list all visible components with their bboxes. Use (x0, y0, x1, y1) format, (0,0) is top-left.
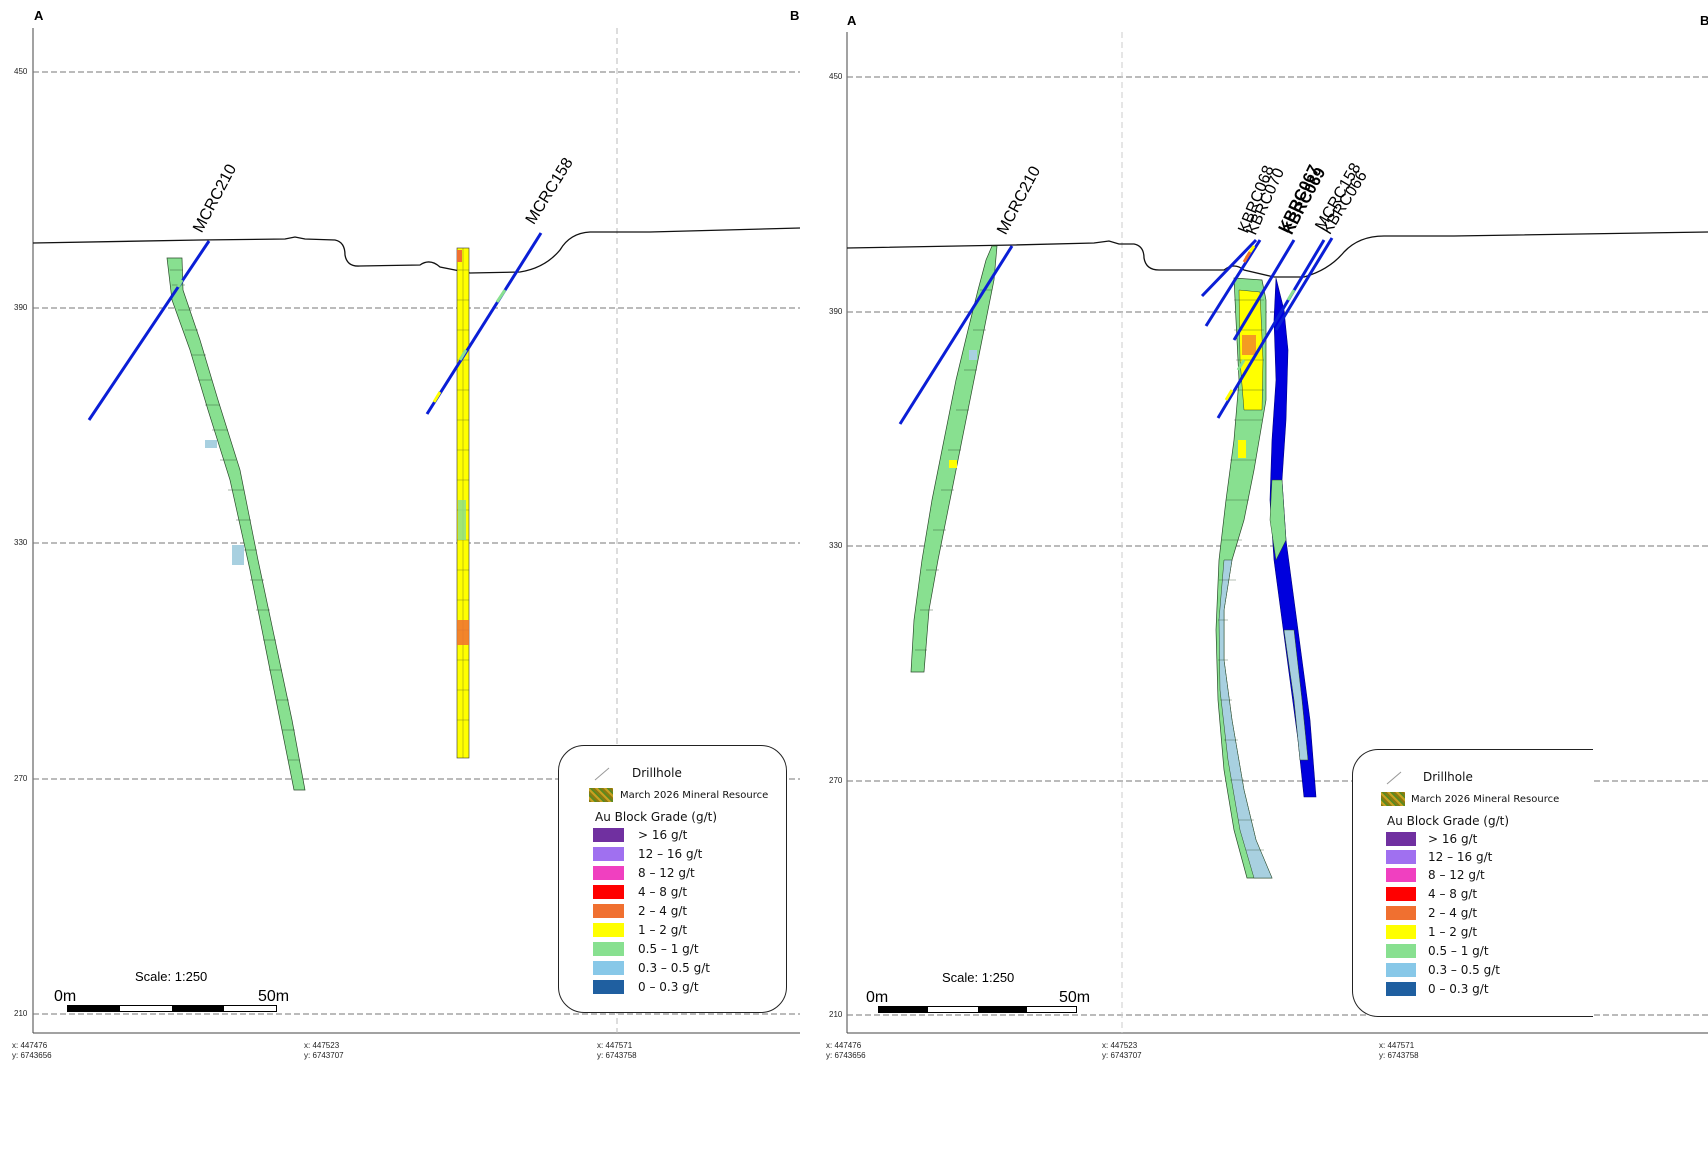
section-end-label-b: B (1700, 13, 1708, 28)
legend-swatch (593, 866, 624, 880)
coordinate-label: x: 447476 y: 6743656 (12, 1041, 52, 1060)
legend-item-label: 12 – 16 g/t (1428, 850, 1493, 864)
scale-bar (67, 1005, 277, 1012)
scale-start-label: 0m (866, 989, 889, 1006)
legend-swatch (593, 828, 624, 842)
legend-item-label: 8 – 12 g/t (1428, 868, 1485, 882)
elevation-label: 390 (829, 307, 843, 316)
legend-item-label: 0.5 – 1 g/t (638, 942, 699, 956)
scale-bar (878, 1006, 1077, 1013)
legend-item-label: 0.5 – 1 g/t (1428, 944, 1489, 958)
section-end-label-a: A (847, 13, 857, 28)
legend-swatch (1386, 963, 1416, 977)
elevation-label: 330 (14, 538, 28, 547)
legend-swatch (593, 961, 624, 975)
elevation-gridlines (33, 71, 800, 1015)
legend-swatch (593, 885, 624, 899)
legend-item-label: 12 – 16 g/t (638, 847, 703, 861)
legend-swatch (1386, 944, 1416, 958)
ore-body-mcrc210 (166, 257, 306, 791)
scale-end-label: 50m (1059, 989, 1091, 1006)
legend-box: Drillhole March 2026 Mineral Resource Au… (558, 745, 787, 1013)
legend-item-label: 0.3 – 0.5 g/t (638, 961, 710, 975)
legend-item-label: 2 – 4 g/t (1428, 906, 1478, 920)
legend-swatch (593, 923, 624, 937)
legend-item-label: > 16 g/t (638, 828, 688, 842)
legend-item-label: 2 – 4 g/t (638, 904, 688, 918)
scale-label: Scale: 1:250 (135, 969, 208, 984)
coordinate-label: x: 447571 y: 6743758 (597, 1041, 637, 1060)
legend-item-label: 4 – 8 g/t (1428, 887, 1478, 901)
resource-legend-swatch (589, 788, 613, 802)
legend-swatch (1386, 850, 1416, 864)
section-end-label-b: B (790, 8, 800, 23)
coordinate-label: x: 447523 y: 6743707 (1102, 1041, 1142, 1060)
legend-swatch (1386, 982, 1416, 996)
legend-swatch (593, 942, 624, 956)
legend-drillhole-label: Drillhole (1423, 770, 1473, 784)
legend-item-label: 1 – 2 g/t (1428, 925, 1478, 939)
section-end-label-a: A (34, 8, 44, 23)
coordinate-label: x: 447571 y: 6743758 (1379, 1041, 1419, 1060)
section-drawing-left (32, 28, 801, 1034)
scale-start-label: 0m (54, 988, 77, 1005)
legend-drillhole-label: Drillhole (632, 766, 682, 780)
legend-resource-label: March 2026 Mineral Resource (620, 790, 769, 801)
legend-box: Drillhole March 2026 Mineral Resource Au… (1352, 749, 1593, 1017)
elevation-label: 210 (14, 1009, 28, 1018)
legend-swatch (1386, 925, 1416, 939)
drillhole-mcrc210 (87, 240, 211, 421)
legend-title: Au Block Grade (g/t) (1387, 814, 1510, 828)
legend-swatch (1386, 887, 1416, 901)
elevation-label: 210 (829, 1010, 843, 1019)
legend-swatch (593, 904, 624, 918)
legend-swatch (1386, 868, 1416, 882)
elevation-label: 450 (829, 72, 843, 81)
legend-item-label: 1 – 2 g/t (638, 923, 688, 937)
elevation-label: 390 (14, 303, 28, 312)
legend-item-label: 0 – 0.3 g/t (638, 980, 699, 994)
section-panel-left: A B 450 390 330 270 210 MCRC210 MCRC158 … (0, 0, 810, 1159)
legend-item-label: > 16 g/t (1428, 832, 1478, 846)
drillhole-legend-icon (1386, 771, 1402, 785)
legend-swatch (1386, 906, 1416, 920)
legend-swatch (1386, 832, 1416, 846)
coordinate-label: x: 447476 y: 6743656 (826, 1041, 866, 1060)
coordinate-label: x: 447523 y: 6743707 (304, 1041, 344, 1060)
elevation-label: 450 (14, 67, 28, 76)
legend-swatch (593, 847, 624, 861)
legend-resource-label: March 2026 Mineral Resource (1411, 794, 1560, 805)
legend-item-label: 0 – 0.3 g/t (1428, 982, 1489, 996)
elevation-label: 270 (14, 774, 28, 783)
legend-item-label: 8 – 12 g/t (638, 866, 695, 880)
resource-legend-swatch (1381, 792, 1405, 806)
legend-item-label: 0.3 – 0.5 g/t (1428, 963, 1500, 977)
elevation-label: 270 (829, 776, 843, 785)
drillhole-legend-icon (594, 767, 610, 781)
section-panel-right: A B 450 390 330 270 210 MCRC210 KBRC068 … (814, 0, 1708, 1159)
scale-label: Scale: 1:250 (942, 970, 1015, 985)
drillhole-mcrc158 (425, 232, 543, 415)
scale-end-label: 50m (258, 988, 290, 1005)
section-drawing-right (846, 32, 1708, 1034)
legend-swatch (593, 980, 624, 994)
elevation-label: 330 (829, 541, 843, 550)
legend-item-label: 4 – 8 g/t (638, 885, 688, 899)
topography-surface (32, 227, 801, 274)
legend-title: Au Block Grade (g/t) (595, 810, 718, 824)
